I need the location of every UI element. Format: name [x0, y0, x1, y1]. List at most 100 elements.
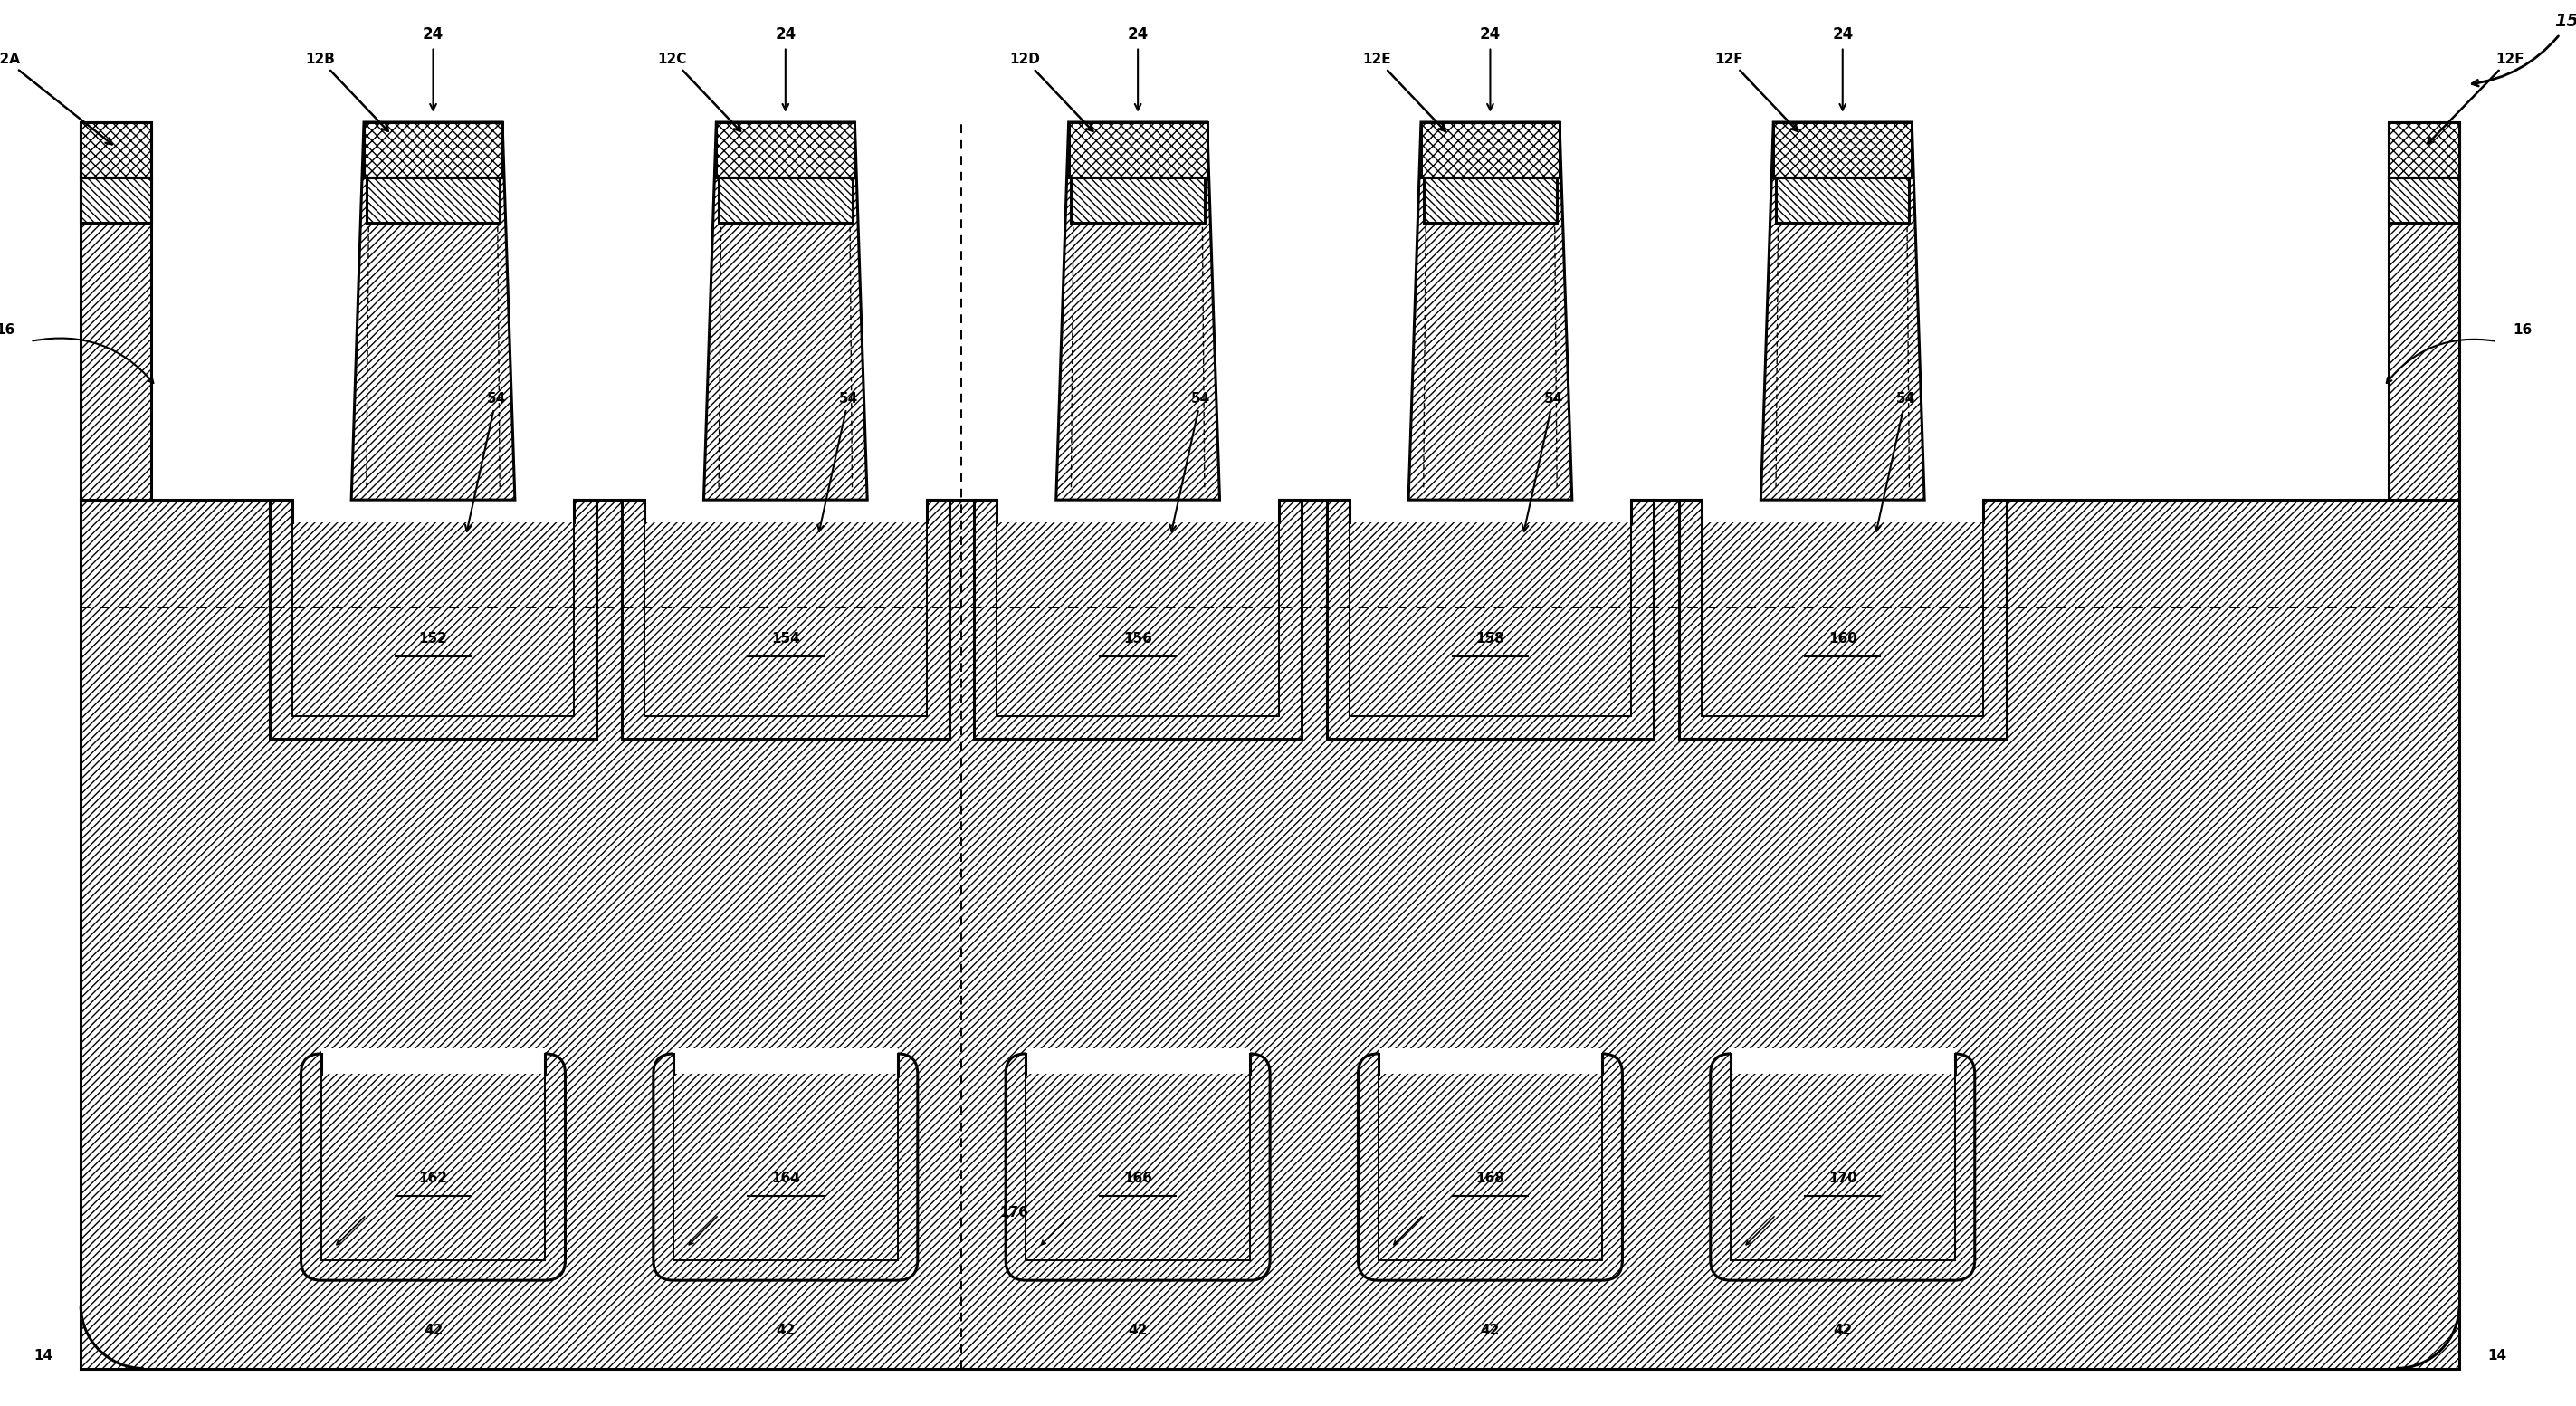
- Bar: [1025, 1053, 1249, 1260]
- Bar: [366, 177, 500, 224]
- Bar: [1680, 501, 2007, 740]
- Bar: [1775, 177, 1909, 224]
- Bar: [291, 501, 574, 717]
- Text: 24: 24: [1128, 25, 1149, 42]
- Bar: [1731, 1049, 1955, 1074]
- Bar: [322, 1049, 546, 1074]
- Polygon shape: [1762, 122, 1924, 501]
- Bar: [997, 501, 1278, 717]
- Text: 24: 24: [1479, 25, 1502, 42]
- Text: 54: 54: [1522, 392, 1564, 531]
- Bar: [644, 495, 927, 523]
- Text: 156: 156: [1123, 631, 1151, 645]
- Bar: [974, 501, 1301, 740]
- Bar: [997, 501, 1278, 717]
- Text: 176: 176: [999, 1205, 1028, 1219]
- Bar: [716, 122, 855, 177]
- Bar: [2388, 177, 2460, 224]
- FancyBboxPatch shape: [1358, 1053, 1623, 1281]
- Bar: [322, 1053, 546, 1260]
- Bar: [1072, 177, 1206, 224]
- Text: 14: 14: [2488, 1348, 2506, 1362]
- Bar: [2388, 122, 2460, 501]
- Text: 12D: 12D: [1010, 52, 1092, 131]
- Bar: [291, 495, 574, 523]
- Bar: [322, 1053, 546, 1260]
- Polygon shape: [350, 122, 515, 501]
- Bar: [672, 1053, 896, 1260]
- Text: 162: 162: [420, 1171, 448, 1185]
- Text: 54: 54: [466, 392, 505, 531]
- FancyBboxPatch shape: [301, 1053, 564, 1281]
- Bar: [1703, 501, 1984, 717]
- Bar: [80, 122, 152, 501]
- Text: 42: 42: [775, 1324, 796, 1337]
- FancyBboxPatch shape: [654, 1053, 917, 1281]
- Bar: [1069, 122, 1208, 177]
- Bar: [1327, 501, 1654, 740]
- Text: 160: 160: [1829, 631, 1857, 645]
- Bar: [1731, 1053, 1955, 1260]
- Bar: [80, 177, 152, 224]
- Bar: [1378, 1053, 1602, 1260]
- Bar: [1350, 501, 1631, 717]
- Bar: [80, 501, 2460, 1368]
- Bar: [2388, 122, 2460, 177]
- Text: 54: 54: [817, 392, 858, 531]
- Text: 158: 158: [1476, 631, 1504, 645]
- Bar: [1025, 1049, 1249, 1074]
- Text: 12C: 12C: [657, 52, 739, 131]
- Bar: [719, 177, 853, 224]
- Bar: [291, 501, 574, 717]
- Text: 42: 42: [1834, 1324, 1852, 1337]
- Bar: [1378, 1049, 1602, 1074]
- Text: 54: 54: [1170, 392, 1211, 531]
- Text: 16: 16: [2512, 323, 2532, 336]
- Bar: [1378, 1053, 1602, 1260]
- Bar: [644, 501, 927, 717]
- Bar: [1425, 177, 1556, 224]
- Bar: [1350, 501, 1631, 717]
- Polygon shape: [1056, 122, 1218, 501]
- Bar: [1703, 495, 1984, 523]
- Text: 170: 170: [1829, 1171, 1857, 1185]
- Bar: [1731, 1053, 1955, 1260]
- Bar: [80, 122, 152, 177]
- Text: 14: 14: [33, 1348, 52, 1362]
- Bar: [1772, 122, 1911, 177]
- Text: 12F: 12F: [1716, 52, 1798, 131]
- Bar: [1350, 495, 1631, 523]
- Bar: [1025, 1053, 1249, 1260]
- Bar: [644, 501, 927, 717]
- Bar: [621, 501, 948, 740]
- Text: 150: 150: [2553, 13, 2576, 30]
- Text: 24: 24: [422, 25, 443, 42]
- Bar: [672, 1049, 896, 1074]
- Text: 24: 24: [775, 25, 796, 42]
- Text: 154: 154: [770, 631, 801, 645]
- Bar: [363, 122, 502, 177]
- Text: 12A: 12A: [0, 52, 111, 145]
- Bar: [1422, 122, 1558, 177]
- Bar: [1703, 501, 1984, 717]
- FancyBboxPatch shape: [1710, 1053, 1976, 1281]
- Text: 42: 42: [1128, 1324, 1146, 1337]
- Text: 12F: 12F: [2427, 52, 2524, 143]
- Text: 24: 24: [1832, 25, 1852, 42]
- FancyBboxPatch shape: [1005, 1053, 1270, 1281]
- Text: 12E: 12E: [1363, 52, 1445, 131]
- Text: 166: 166: [1123, 1171, 1151, 1185]
- Bar: [270, 501, 598, 740]
- Text: 42: 42: [422, 1324, 443, 1337]
- Polygon shape: [703, 122, 868, 501]
- Text: 12B: 12B: [304, 52, 389, 131]
- Bar: [997, 495, 1278, 523]
- Polygon shape: [1409, 122, 1571, 501]
- Text: 164: 164: [770, 1171, 801, 1185]
- Text: 54: 54: [1875, 392, 1914, 531]
- Bar: [672, 1053, 896, 1260]
- Text: 152: 152: [420, 631, 448, 645]
- Text: 42: 42: [1481, 1324, 1499, 1337]
- Text: 168: 168: [1476, 1171, 1504, 1185]
- Text: 16: 16: [0, 323, 15, 336]
